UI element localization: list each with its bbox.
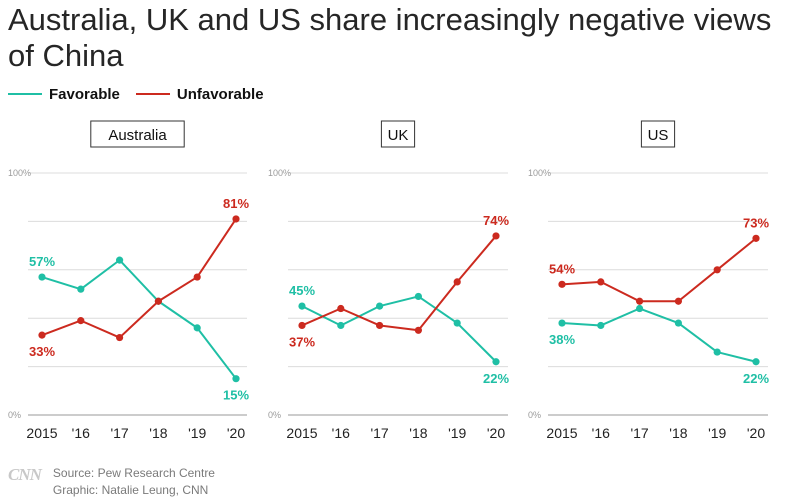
uk-xtick-17: '17 — [370, 425, 388, 441]
uk-point-favorable-17 — [376, 302, 384, 310]
uk-label-favorable-2015: 45% — [289, 283, 315, 298]
cnn-logo: CNN — [8, 465, 42, 484]
uk-point-favorable-16 — [337, 321, 345, 330]
australia-line-unfavorable — [41, 218, 237, 339]
us-xtick-16: '16 — [592, 425, 610, 441]
source-text: Source: Pew Research Centre — [52, 466, 215, 480]
legend-swatch-favorable — [8, 93, 42, 95]
australia-label-unfavorable-2015: 33% — [29, 344, 55, 359]
us-panel-title: US — [648, 127, 669, 144]
us-xtick-17: '17 — [630, 425, 648, 441]
us-point-unfavorable-18 — [674, 297, 683, 305]
legend-item-unfavorable: Unfavorable — [135, 85, 264, 103]
australia-point-favorable-16 — [77, 285, 85, 293]
us-xtick-19: '19 — [708, 425, 726, 441]
us-ytick-min: 0% — [528, 410, 541, 420]
australia-point-unfavorable-2015 — [38, 331, 46, 339]
legend: Favorable Unfavorable — [8, 84, 280, 104]
us-label-unfavorable-2015: 54% — [549, 261, 575, 276]
us-label-favorable-2015: 38% — [549, 332, 575, 347]
uk-xtick-20: '20 — [487, 425, 505, 441]
australia-point-favorable-19 — [193, 324, 201, 332]
australia-point-favorable-17 — [116, 256, 124, 264]
uk-point-unfavorable-18 — [414, 326, 422, 334]
uk-xtick-18: '18 — [409, 425, 427, 441]
uk-xtick-16: '16 — [332, 425, 350, 441]
us-point-favorable-19 — [713, 348, 721, 356]
legend-item-favorable: Favorable — [8, 86, 120, 103]
uk-title-box — [380, 120, 416, 148]
uk-point-unfavorable-19 — [453, 278, 461, 286]
australia-ytick-max: 100% — [8, 168, 31, 178]
australia-point-unfavorable-18 — [154, 297, 162, 305]
australia-xtick-16: '16 — [72, 425, 90, 441]
australia-label-unfavorable-20: 81% — [223, 196, 249, 211]
us-point-favorable-2015 — [558, 319, 566, 327]
australia-panel-title: Australia — [108, 127, 167, 144]
us-xtick-18: '18 — [669, 425, 687, 441]
uk-label-unfavorable-20: 74% — [483, 213, 509, 228]
australia-xtick-18: '18 — [149, 425, 167, 441]
us-label-favorable-20: 22% — [743, 371, 769, 386]
uk-label-unfavorable-2015: 37% — [289, 334, 315, 349]
uk-point-unfavorable-17 — [376, 321, 384, 330]
australia-line-favorable — [41, 259, 237, 380]
uk-ytick-min: 0% — [268, 410, 281, 420]
australia-point-unfavorable-19 — [193, 273, 201, 281]
us-point-favorable-16 — [597, 321, 605, 330]
credits: Source: Pew Research Centre Graphic: Nat… — [53, 465, 215, 499]
australia-point-unfavorable-17 — [116, 333, 124, 342]
australia-title-box — [90, 120, 185, 148]
footer: CNN Source: Pew Research Centre Graphic:… — [8, 465, 215, 501]
uk-point-unfavorable-2015 — [298, 321, 306, 330]
us-ytick-max: 100% — [528, 168, 551, 178]
legend-swatch-unfavorable — [135, 93, 170, 95]
australia-ytick-min: 0% — [8, 410, 21, 420]
australia-xtick-20: '20 — [227, 425, 245, 441]
uk-point-unfavorable-16 — [337, 304, 345, 313]
us-xtick-20: '20 — [747, 425, 765, 441]
us-line-unfavorable — [561, 237, 757, 303]
us-title-box — [640, 120, 676, 148]
small-multiples-charts: 100% 0% Australia 2015 '16 '17 '18 '19 '20 57% 15%… — [8, 120, 769, 441]
chart-title: Australia, UK and US share increasingly … — [8, 2, 772, 73]
australia-point-unfavorable-16 — [77, 317, 85, 325]
legend-label-favorable: Favorable — [49, 85, 120, 103]
us-point-unfavorable-19 — [713, 266, 721, 274]
us-point-favorable-17 — [636, 304, 644, 313]
uk-point-unfavorable-20 — [492, 232, 500, 240]
australia-xtick-19: '19 — [188, 425, 206, 441]
uk-line-unfavorable — [301, 235, 497, 332]
us-xtick-2015: 2015 — [546, 425, 577, 441]
australia-point-unfavorable-20 — [232, 215, 240, 223]
us-point-favorable-20 — [752, 358, 760, 366]
uk-point-favorable-2015 — [298, 302, 306, 310]
us-point-favorable-18 — [674, 319, 683, 327]
australia-point-favorable-2015 — [38, 273, 46, 281]
us-point-unfavorable-20 — [752, 234, 760, 242]
graphic-credit: Graphic: Natalie Leung, CNN — [52, 483, 209, 497]
australia-label-favorable-20: 15% — [223, 388, 249, 403]
uk-point-favorable-19 — [453, 319, 461, 327]
uk-xtick-19: '19 — [448, 425, 466, 441]
us-label-unfavorable-20: 73% — [743, 215, 769, 230]
us-point-unfavorable-17 — [636, 297, 644, 305]
australia-xtick-2015: 2015 — [26, 425, 57, 441]
us-point-unfavorable-16 — [597, 278, 605, 286]
uk-label-favorable-20: 22% — [483, 371, 509, 386]
uk-panel-title: UK — [388, 127, 409, 144]
australia-point-favorable-20 — [232, 375, 240, 383]
us-line-favorable — [561, 307, 757, 363]
uk-line-favorable — [301, 295, 497, 363]
legend-label-unfavorable: Unfavorable — [176, 85, 264, 103]
uk-point-favorable-20 — [492, 358, 500, 366]
australia-label-favorable-2015: 57% — [29, 254, 55, 269]
australia-xtick-17: '17 — [110, 425, 128, 441]
uk-ytick-max: 100% — [268, 168, 291, 178]
uk-xtick-2015: 2015 — [286, 425, 317, 441]
us-point-unfavorable-2015 — [558, 280, 566, 288]
uk-point-favorable-18 — [414, 292, 422, 301]
